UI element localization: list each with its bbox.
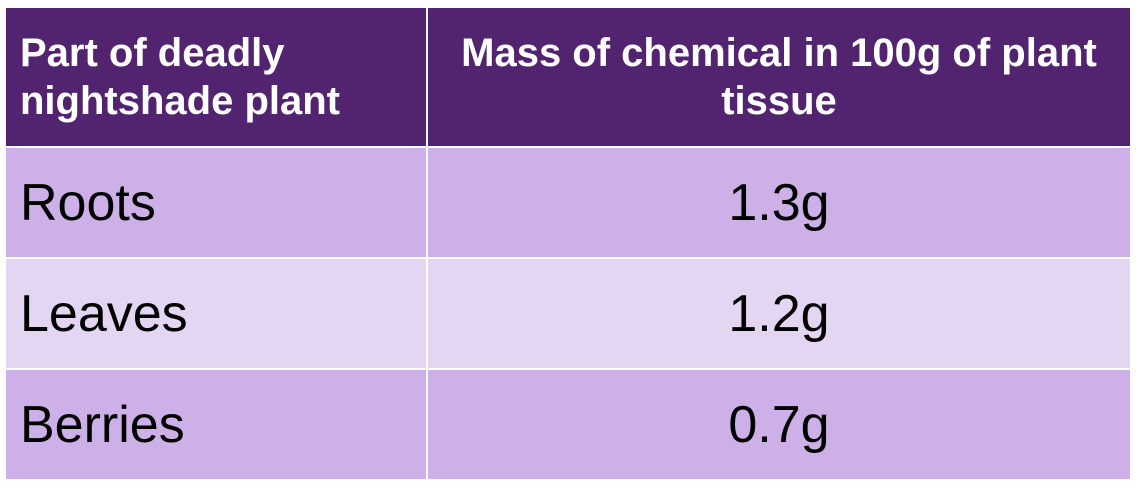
header-plant-part: Part of deadly nightshade plant — [4, 6, 428, 148]
header-chemical-mass: Mass of chemical in 100g of plant tissue — [426, 6, 1132, 148]
header-row: Part of deadly nightshade plant Mass of … — [4, 6, 1132, 148]
row-part-cell: Leaves — [4, 257, 428, 370]
table-row: Leaves 1.2g — [4, 257, 1132, 370]
table-row: Berries 0.7g — [4, 368, 1132, 481]
table-body: Roots 1.3g Leaves 1.2g Berries 0.7g — [4, 146, 1132, 481]
row-mass-cell: 1.2g — [426, 257, 1132, 370]
row-part-cell: Roots — [4, 146, 428, 259]
row-mass-cell: 0.7g — [426, 368, 1132, 481]
table-row: Roots 1.3g — [4, 146, 1132, 259]
table-header: Part of deadly nightshade plant Mass of … — [4, 6, 1132, 148]
row-mass-cell: 1.3g — [426, 146, 1132, 259]
data-table-container: Part of deadly nightshade plant Mass of … — [4, 6, 1132, 486]
nightshade-chemical-table: Part of deadly nightshade plant Mass of … — [4, 6, 1132, 481]
row-part-cell: Berries — [4, 368, 428, 481]
